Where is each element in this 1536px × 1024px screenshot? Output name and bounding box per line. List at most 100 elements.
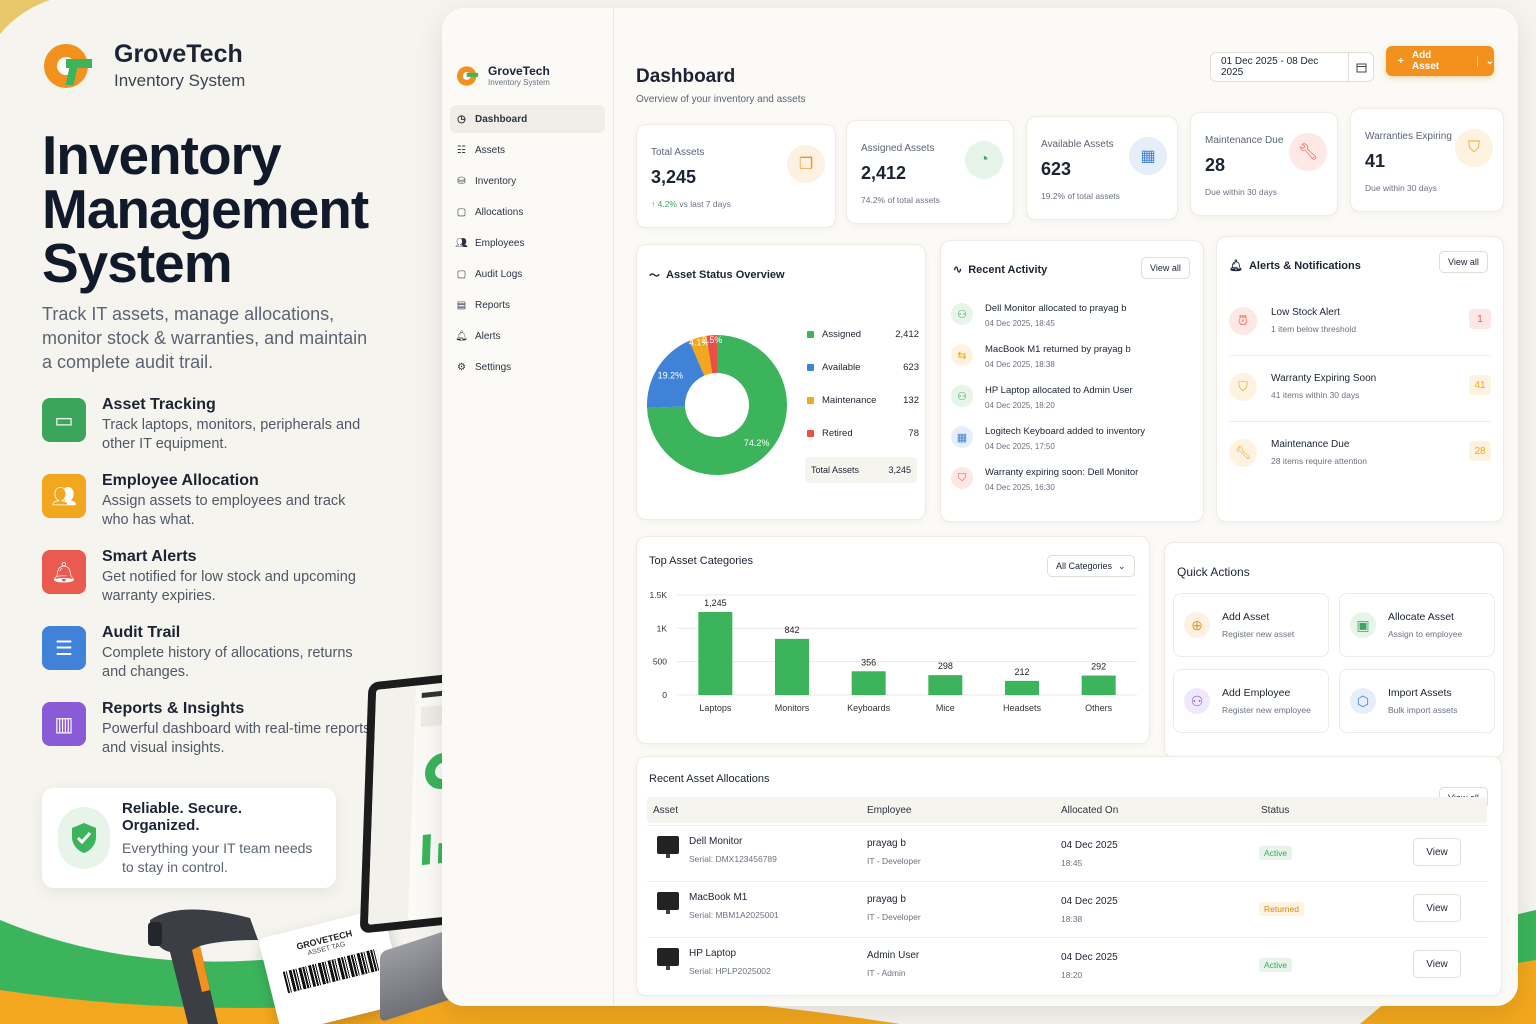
sidebar-item-assets[interactable]: ☷ Assets bbox=[450, 136, 605, 164]
donut-slice-retired bbox=[706, 335, 717, 374]
alert-desc: 28 items require attention bbox=[1271, 456, 1367, 466]
view-button[interactable]: View bbox=[1413, 950, 1461, 978]
shield-icon: ⛉ bbox=[1455, 129, 1493, 167]
bar-others bbox=[1081, 675, 1116, 695]
sidebar-item-employees[interactable]: 👥︎ Employees bbox=[450, 229, 605, 257]
asset-status-card: 〜 Asset Status Overview 74.2% 19.2% 4.1% 2.5… bbox=[636, 244, 926, 520]
view-button[interactable]: View bbox=[1413, 838, 1461, 866]
feature-desc: Track laptops, monitors, peripherals and… bbox=[102, 417, 361, 452]
activity-description: Dell Monitor allocated to prayag b bbox=[985, 303, 1127, 314]
sidebar-item-allocations[interactable]: ▢ Allocations bbox=[450, 198, 605, 226]
sidebar-item-reports[interactable]: ▤ Reports bbox=[450, 291, 605, 319]
donut-slice-maintenance bbox=[689, 335, 713, 376]
activity-text: HP Laptop allocated to Admin User 04 Dec … bbox=[985, 385, 1133, 410]
bar-value-label: 298 bbox=[938, 661, 953, 671]
allocated-date: 04 Dec 2025 bbox=[1061, 952, 1118, 963]
database-icon: ⛁ bbox=[457, 175, 466, 187]
allocated-date: 04 Dec 2025 bbox=[1061, 840, 1118, 851]
stat-card-warranties-expiring: Warranties Expiring 41 Due within 30 days ⛉ bbox=[1350, 108, 1504, 212]
allocated-time: 18:45 bbox=[1061, 858, 1083, 868]
quick-action-text: Allocate Asset Assign to employee bbox=[1388, 611, 1462, 639]
alert-item[interactable]: ⏰︎ Low Stock Alert 1 item below threshold 1 bbox=[1229, 307, 1491, 356]
activity-view-all-button[interactable]: View all bbox=[1141, 257, 1190, 279]
alert-text: Maintenance Due 28 items require attentio… bbox=[1271, 439, 1367, 466]
user-plus-icon: ⚇ bbox=[1184, 688, 1210, 714]
alert-text: Low Stock Alert 1 item below threshold bbox=[1271, 307, 1356, 334]
activity-text: MacBook M1 returned by prayag b 04 Dec 20… bbox=[985, 344, 1131, 369]
sidebar-item-label: Assets bbox=[475, 144, 506, 156]
swap-icon: ⇆ bbox=[951, 344, 973, 366]
quick-action-import-assets[interactable]: ⬡ Import Assets Bulk import assets bbox=[1339, 669, 1495, 733]
asset-status-donut-chart: 74.2% 19.2% 4.1%2.5% bbox=[647, 335, 787, 475]
employee-role: IT - Admin bbox=[867, 968, 906, 978]
sidebar-item-settings[interactable]: ⚙ Settings bbox=[450, 353, 605, 381]
column-header-status[interactable]: Status bbox=[1261, 805, 1290, 816]
chevron-down-icon: ⌄ bbox=[1118, 560, 1126, 571]
sidebar-item-alerts[interactable]: 🔔︎ Alerts bbox=[450, 322, 605, 350]
stat-note-text: 74.2% of total assets bbox=[861, 195, 940, 205]
sidebar-item-dashboard[interactable]: ◷ Dashboard bbox=[450, 105, 605, 133]
donut-slice-available bbox=[647, 340, 705, 408]
category-filter-select[interactable]: All Categories ⌄ bbox=[1047, 555, 1135, 577]
employee-role: IT - Developer bbox=[867, 912, 921, 922]
brand-header: GroveTech Inventory System bbox=[42, 40, 245, 91]
donut-slice-label: 74.2% bbox=[744, 438, 770, 448]
recent-allocations-title: Recent Asset Allocations bbox=[649, 773, 770, 785]
recent-activity-title: ∿ Recent Activity bbox=[953, 263, 1047, 277]
document-icon: ☰ bbox=[42, 626, 86, 670]
bar-value-label: 212 bbox=[1014, 667, 1029, 677]
legend-item-retired: Retired 78 bbox=[807, 428, 919, 439]
file-icon: ▤ bbox=[456, 299, 467, 311]
stat-note-text: 19.2% of total assets bbox=[1041, 191, 1120, 201]
page-subtitle: Overview of your inventory and assets bbox=[636, 94, 806, 105]
x-tick-label: Headsets bbox=[1003, 703, 1042, 713]
category-filter-value: All Categories bbox=[1056, 561, 1113, 571]
stat-note: 19.2% of total assets bbox=[1041, 191, 1120, 201]
quick-action-add-asset[interactable]: ⊕ Add Asset Register new asset bbox=[1173, 593, 1329, 657]
column-header-allocated-on[interactable]: Allocated On bbox=[1061, 805, 1119, 816]
feature-title: Smart Alerts bbox=[102, 548, 197, 565]
sidebar-item-audit-logs[interactable]: ▢ Audit Logs bbox=[450, 260, 605, 288]
sidebar-item-inventory[interactable]: ⛁ Inventory bbox=[450, 167, 605, 195]
employee-name: prayag b bbox=[867, 838, 906, 849]
quick-action-text: Add Employee Register new employee bbox=[1222, 687, 1311, 715]
trust-title: Reliable. Secure. Organized. bbox=[122, 799, 243, 834]
quick-action-allocate-asset[interactable]: ▣ Allocate Asset Assign to employee bbox=[1339, 593, 1495, 657]
activity-timestamp: 04 Dec 2025, 18:38 bbox=[985, 360, 1055, 369]
view-button[interactable]: View bbox=[1413, 894, 1461, 922]
alert-item[interactable]: 🔧︎ Maintenance Due 28 items require attent… bbox=[1229, 439, 1491, 467]
activity-timestamp: 04 Dec 2025, 18:20 bbox=[985, 401, 1055, 410]
calendar-icon: ▦ bbox=[951, 426, 973, 448]
legend-value: 2,412 bbox=[895, 329, 919, 340]
alerts-view-all-button[interactable]: View all bbox=[1439, 251, 1488, 273]
hero-line-2: Management bbox=[42, 178, 369, 240]
bell-icon: 🔔︎ bbox=[1229, 260, 1243, 272]
table-row: HP Laptop Serial: HPLP2025002 Admin User IT… bbox=[647, 937, 1487, 991]
wrench-icon: 🔧︎ bbox=[1289, 133, 1327, 171]
activity-description: HP Laptop allocated to Admin User bbox=[985, 385, 1133, 396]
quick-action-title: Import Assets bbox=[1388, 687, 1452, 699]
quick-action-add-employee[interactable]: ⚇ Add Employee Register new employee bbox=[1173, 669, 1329, 733]
alert-item[interactable]: ⛉ Warranty Expiring Soon 41 items within 3… bbox=[1229, 373, 1491, 422]
date-range-picker[interactable]: 01 Dec 2025 - 08 Dec 2025 bbox=[1210, 52, 1374, 82]
sidebar-item-label: Settings bbox=[475, 361, 512, 373]
total-assets-summary: Total Assets 3,245 bbox=[805, 457, 917, 483]
column-header-asset[interactable]: Asset bbox=[653, 805, 679, 816]
add-asset-button[interactable]: + Add Asset ⌄ bbox=[1386, 46, 1494, 76]
legend-item-maintenance: Maintenance 132 bbox=[807, 395, 919, 406]
y-tick-label: 1K bbox=[657, 623, 668, 633]
chevron-down-icon[interactable]: ⌄ bbox=[1476, 55, 1494, 67]
feature-title: Audit Trail bbox=[102, 624, 181, 641]
pie-icon: ◔ bbox=[965, 141, 1003, 179]
quick-action-text: Import Assets Bulk import assets bbox=[1388, 687, 1457, 715]
boxes-icon: ❒ bbox=[787, 145, 825, 183]
activity-item: ⚇ HP Laptop allocated to Admin User 04 Dec… bbox=[951, 385, 1133, 410]
feature-desc: Complete history of allocations, returns… bbox=[102, 645, 353, 680]
dashboard-icon: ◷ bbox=[457, 113, 466, 125]
column-header-employee[interactable]: Employee bbox=[867, 805, 912, 816]
recent-allocations-card: Recent Asset Allocations View all AssetE… bbox=[636, 756, 1502, 996]
activity-item: ▦ Logitech Keyboard added to inventory 04 … bbox=[951, 426, 1145, 451]
bell-icon: 🔔︎ bbox=[455, 330, 468, 342]
alert-count-badge: 1 bbox=[1469, 309, 1491, 329]
quick-action-title: Add Employee bbox=[1222, 687, 1291, 699]
